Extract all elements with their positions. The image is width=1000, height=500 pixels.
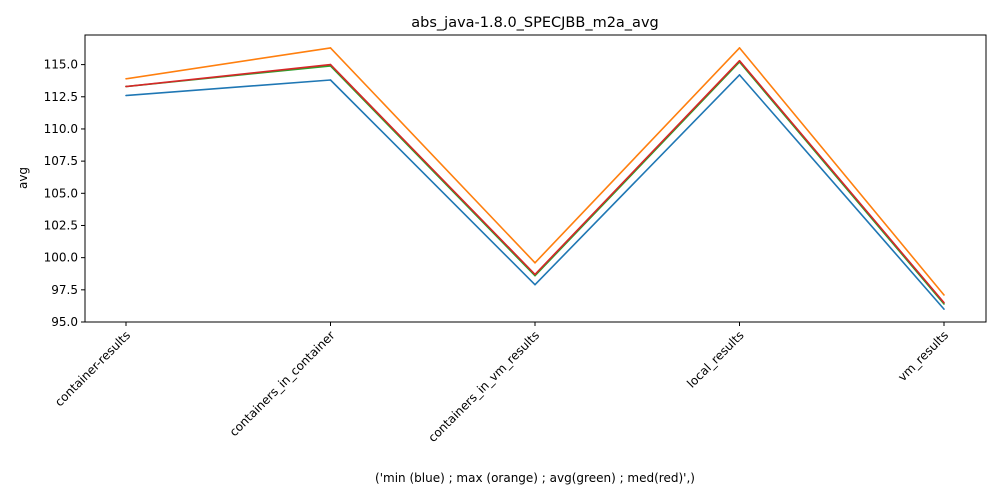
y-tick-label: 97.5 — [51, 283, 78, 297]
chart-title: abs_java-1.8.0_SPECJBB_m2a_avg — [411, 15, 658, 31]
series-1-point-4 — [943, 294, 945, 296]
series-3-point-3 — [738, 59, 741, 62]
series-0-point-1 — [329, 79, 332, 81]
y-tick-label: 100.0 — [44, 251, 78, 265]
series-3-point-0 — [125, 85, 127, 88]
series-3-point-1 — [329, 63, 332, 66]
y-axis-label: avg — [16, 167, 30, 189]
y-tick-label: 107.5 — [44, 154, 78, 168]
y-tick-label: 102.5 — [44, 218, 78, 232]
y-tick-label: 95.0 — [51, 315, 78, 329]
series-1-point-0 — [125, 77, 127, 80]
y-tick-label: 115.0 — [44, 58, 78, 72]
series-0-point-3 — [738, 74, 741, 76]
series-1-point-1 — [329, 47, 332, 49]
series-3-point-4 — [943, 301, 945, 304]
y-axis: 95.0 97.5 100.0 102.5 105.0 107.5 110.0 112.5 11… — [44, 58, 85, 329]
plot-frame — [84, 34, 987, 323]
series-3-point-2 — [534, 273, 536, 276]
y-tick-label: 105.0 — [44, 186, 78, 200]
y-tick-label: 110.0 — [44, 122, 78, 136]
series-0-point-0 — [125, 94, 127, 97]
series-1-point-3 — [738, 47, 741, 49]
series-2-point-2 — [534, 274, 536, 277]
y-tick-label: 112.5 — [44, 90, 78, 104]
series-layer — [125, 47, 945, 310]
x-axis-label: ('min (blue) ; max (orange) ; avg(green)… — [375, 471, 695, 485]
series-0-point-4 — [943, 308, 945, 310]
series-2-point-4 — [943, 303, 945, 305]
series-0-point-2 — [534, 283, 536, 286]
series-1-point-2 — [534, 261, 536, 264]
